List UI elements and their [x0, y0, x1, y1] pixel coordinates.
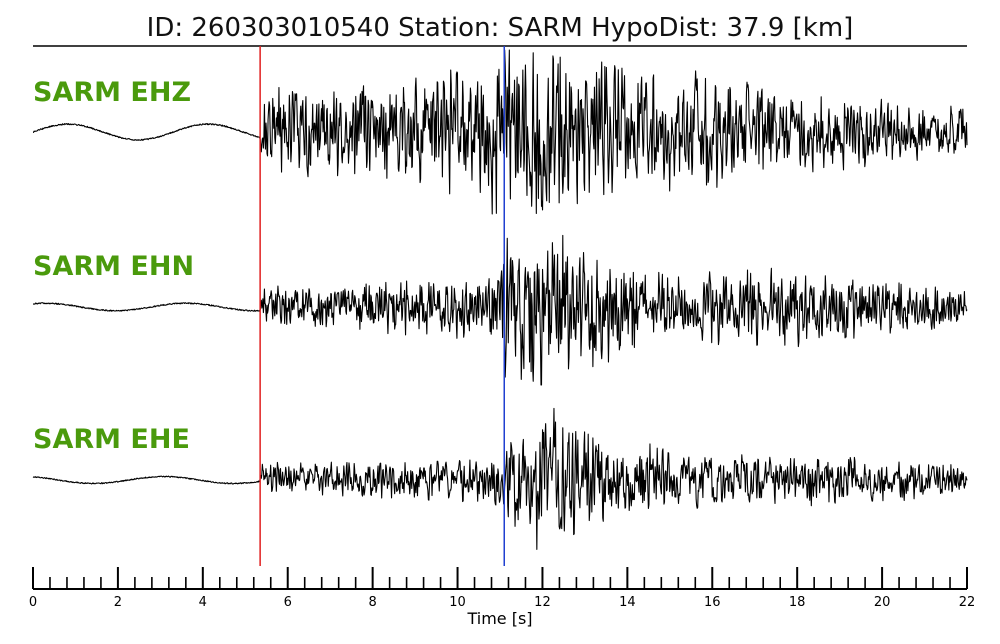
x-tick-label: 18: [789, 595, 806, 610]
x-tick-label: 22: [959, 595, 976, 610]
x-tick-label: 16: [704, 595, 721, 610]
channel-label: SARM EHZ: [33, 77, 191, 108]
waveform-trace-sarm-ehz: [32, 49, 968, 215]
x-tick-label: 14: [619, 595, 636, 610]
channel-label: SARM EHN: [33, 251, 194, 282]
x-tick-label: 12: [534, 595, 551, 610]
channel-label-group: SARM EHZ SARM EHN SARM EHE: [33, 77, 194, 455]
time-axis: 0 2 4 6 8 10 12 14 16 18 20 22: [29, 567, 975, 610]
x-tick-label: 6: [284, 595, 292, 610]
x-tick-label: 2: [114, 595, 122, 610]
x-tick-label: 10: [449, 595, 466, 610]
x-tick-label: 20: [874, 595, 891, 610]
figure-title: ID: 260303010540 Station: SARM HypoDist:…: [147, 13, 854, 43]
x-tick-label: 8: [368, 595, 376, 610]
x-axis-label: Time [s]: [466, 609, 532, 628]
waveform-trace-sarm-ehe: [32, 407, 968, 550]
channel-label: SARM EHE: [33, 424, 190, 455]
waveform-trace-sarm-ehn: [32, 234, 968, 386]
trace-group: [32, 49, 968, 550]
x-tick-label: 0: [29, 595, 37, 610]
phase-pick-group: [259, 46, 505, 566]
x-tick-label: 4: [199, 595, 207, 610]
